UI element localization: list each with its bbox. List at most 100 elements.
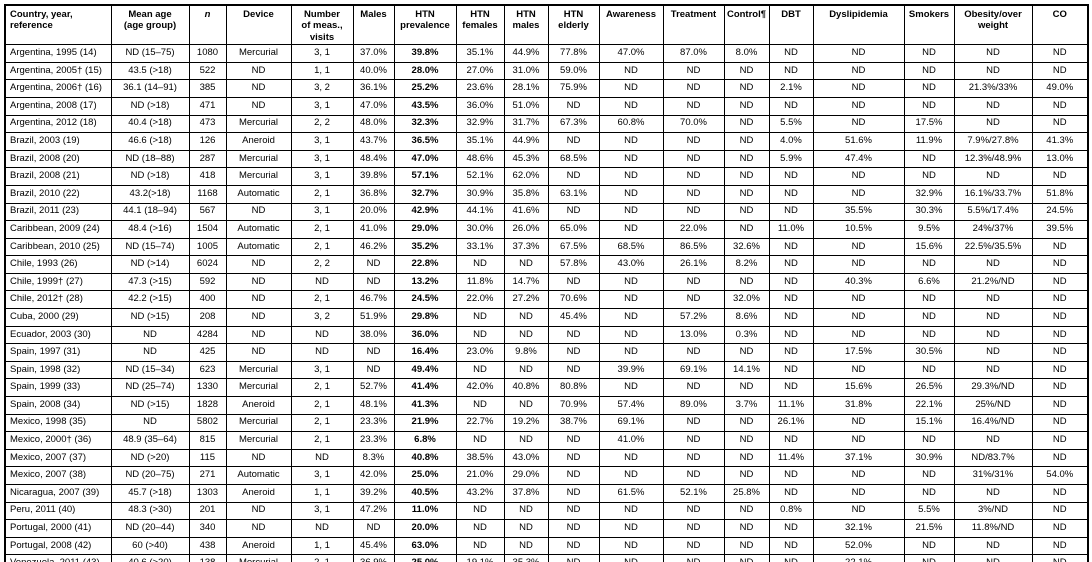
table-cell: 13.2% — [393, 272, 457, 292]
table-cell: ND — [455, 396, 505, 415]
table-cell: ND — [1031, 255, 1089, 274]
table-cell: Mercurial — [225, 44, 292, 63]
table-cell: 2, 1 — [290, 237, 354, 257]
table-cell: Mercurial — [225, 554, 292, 562]
table-cell: ND — [903, 79, 955, 98]
table-cell: 21.2%/ND — [953, 272, 1033, 292]
table-cell: ND — [723, 79, 770, 98]
table-cell: Aneroid — [225, 396, 292, 415]
table-cell: 4.0% — [768, 132, 814, 151]
table-header: Country, year, reference Mean age (age gr… — [4, 4, 1089, 46]
table-cell: ND — [1031, 167, 1089, 186]
column-header: Device — [225, 4, 292, 46]
table-cell: ND/83.7% — [953, 448, 1033, 468]
table-cell: ND — [1031, 519, 1089, 538]
table-cell: 438 — [188, 536, 227, 556]
table-cell: ND — [1031, 431, 1089, 450]
table-cell: ND — [723, 554, 770, 562]
table-cell: 21.5% — [903, 519, 955, 538]
table-row: Spain, 1999 (33) ND (25–74) 1330 Mercurial 2… — [4, 378, 1089, 398]
table-cell: 38.7% — [547, 413, 600, 433]
table-cell: ND — [662, 272, 725, 292]
table-cell: 6024 — [188, 255, 227, 274]
table-cell: 48.4 (>16) — [110, 220, 190, 239]
table-cell: 208 — [188, 308, 227, 327]
table-cell: 57.2% — [662, 308, 725, 327]
table-cell: ND — [953, 44, 1033, 63]
table-cell: ND — [723, 167, 770, 186]
table-cell: ND — [768, 44, 814, 63]
table-row: Chile, 2012† (28) 42.2 (>15) 400 ND 2, 1 46.7… — [4, 290, 1089, 310]
table-cell: ND — [768, 325, 814, 345]
table-cell: ND — [598, 202, 664, 222]
table-cell: 1330 — [188, 378, 227, 398]
table-cell: 3, 1 — [290, 149, 354, 169]
table-cell: 47.4% — [812, 149, 905, 169]
table-cell: 32.7% — [393, 184, 457, 204]
table-cell: ND — [903, 466, 955, 486]
table-cell: 36.5% — [393, 132, 457, 151]
table-cell: 11.8% — [455, 272, 505, 292]
table-cell: ND — [225, 202, 292, 222]
table-cell: 8.0% — [723, 44, 770, 63]
table-cell: ND — [455, 501, 505, 521]
table-cell: ND — [547, 466, 600, 486]
table-cell: 15.6% — [812, 378, 905, 398]
table-cell: 25.0% — [393, 554, 457, 562]
table-cell: ND — [662, 184, 725, 204]
table-cell: ND — [1031, 413, 1089, 433]
table-cell: ND — [768, 237, 814, 257]
table-cell: ND — [1031, 554, 1089, 562]
table-cell: ND — [225, 61, 292, 81]
table-cell: ND — [1031, 360, 1089, 380]
table-cell: ND — [723, 114, 770, 134]
table-cell: Chile, 1993 (26) — [4, 255, 112, 274]
table-cell: ND (20–75) — [110, 466, 190, 486]
table-cell: 5.5% — [903, 501, 955, 521]
table-cell: 80.8% — [547, 378, 600, 398]
table-cell: 3, 1 — [290, 96, 354, 116]
table-cell: ND — [598, 61, 664, 81]
table-cell: 522 — [188, 61, 227, 81]
table-cell: 5.5% — [768, 114, 814, 134]
table-cell: Mercurial — [225, 149, 292, 169]
table-cell: 54.0% — [1031, 466, 1089, 486]
table-cell: ND — [953, 167, 1033, 186]
table-cell: 1504 — [188, 220, 227, 239]
table-cell: 44.1% — [455, 202, 505, 222]
table-cell: 52.0% — [812, 536, 905, 556]
table-cell: 60 (>40) — [110, 536, 190, 556]
column-header: Awareness — [598, 4, 664, 46]
column-header: DBT — [768, 4, 814, 46]
table-cell: 25.8% — [723, 484, 770, 503]
table-cell: 38.0% — [352, 325, 395, 345]
table-cell: 1, 1 — [290, 61, 354, 81]
table-cell: 46.6 (>18) — [110, 132, 190, 151]
table-cell: ND — [1031, 325, 1089, 345]
table-cell: 30.0% — [455, 220, 505, 239]
table-cell: ND — [723, 448, 770, 468]
table-cell: ND — [662, 501, 725, 521]
table-cell: 45.4% — [352, 536, 395, 556]
table-cell: 22.8% — [393, 255, 457, 274]
table-cell: ND — [1031, 44, 1089, 63]
table-cell: ND — [503, 519, 549, 538]
table-cell: ND (>18) — [110, 96, 190, 116]
table-cell: ND — [598, 325, 664, 345]
table-cell: 8.6% — [723, 308, 770, 327]
table-cell: ND — [225, 343, 292, 362]
table-cell: 46.7% — [352, 290, 395, 310]
table-cell: ND — [768, 167, 814, 186]
table-cell: 2, 1 — [290, 413, 354, 433]
table-cell: 45.4% — [547, 308, 600, 327]
table-row: Portugal, 2008 (42) 60 (>40) 438 Aneroid 1, … — [4, 536, 1089, 556]
table-row: Brazil, 2010 (22) 43.2(>18) 1168 Automatic 2… — [4, 184, 1089, 204]
table-row: Brazil, 2011 (23) 44.1 (18–94) 567 ND 3, 1 20… — [4, 202, 1089, 222]
table-cell: 41.3% — [1031, 132, 1089, 151]
column-header: Treatment — [662, 4, 725, 46]
table-cell: 12.3%/48.9% — [953, 149, 1033, 169]
table-cell: ND — [768, 378, 814, 398]
table-cell: 567 — [188, 202, 227, 222]
table-cell: Cuba, 2000 (29) — [4, 308, 112, 327]
table-cell: 35.2% — [393, 237, 457, 257]
